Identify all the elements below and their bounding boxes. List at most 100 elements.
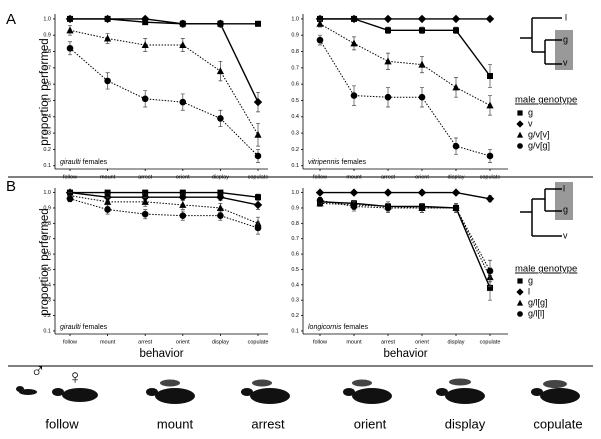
male-symbol: ♂ [31, 360, 46, 382]
tree-label: l [565, 12, 567, 22]
x-tick-label: mount [100, 174, 116, 180]
y-tick-label: 0.7 [43, 65, 51, 71]
marker [486, 101, 494, 109]
y-tick-label: 1.0 [291, 16, 299, 22]
tree-label: g [563, 204, 568, 214]
legend-marker [516, 299, 524, 306]
marker [384, 93, 392, 101]
marker [451, 188, 461, 197]
marker [103, 14, 112, 24]
marker [385, 27, 391, 34]
series-line [320, 191, 491, 200]
marker [316, 19, 324, 27]
chart-title: giraulti females [60, 324, 108, 331]
x-tick-label: display [447, 174, 464, 180]
y-tick-label: 0.8 [43, 49, 51, 55]
marker [349, 14, 359, 24]
x-axis-label: behavior [139, 348, 183, 360]
marker [217, 189, 224, 196]
y-tick-label: 0.8 [291, 49, 299, 55]
phylogeny [520, 182, 573, 237]
y-tick-label: 0.3 [291, 131, 299, 137]
x-tick-label: copulate [248, 174, 269, 180]
x-tick-label: display [212, 339, 229, 345]
legend-marker [516, 120, 524, 128]
series-line [70, 191, 259, 198]
legend-marker [516, 288, 524, 296]
series-line [319, 39, 491, 157]
marker [418, 60, 426, 68]
y-tick-label: 0.7 [291, 65, 299, 71]
tree-label: v [563, 57, 568, 67]
x-tick-label: follow [313, 174, 327, 180]
marker [418, 204, 426, 212]
marker [451, 14, 461, 24]
legend-label: g/v[v] [528, 129, 550, 139]
marker [350, 92, 358, 99]
marker [417, 14, 427, 24]
y-tick-label: 0.6 [291, 82, 299, 88]
y-tick-label: 0.9 [43, 33, 51, 39]
x-tick-label: orient [176, 339, 190, 345]
marker [179, 41, 187, 48]
marker [178, 193, 187, 202]
marker [217, 212, 224, 219]
legend-label: g/l[l] [528, 308, 545, 318]
marker [452, 83, 460, 91]
phylogeny [520, 17, 573, 70]
y-tick-label: 0.6 [43, 82, 51, 88]
species: vitripennis [308, 159, 340, 166]
marker [216, 193, 225, 202]
marker [316, 196, 324, 204]
marker [383, 14, 393, 24]
y-tick-label: 0.9 [291, 205, 299, 211]
x-tick-label: mount [346, 339, 362, 345]
marker [486, 152, 494, 160]
legend-marker [517, 278, 523, 284]
y-axis-label: proportion performed [39, 208, 51, 315]
y-tick-label: 0.5 [291, 98, 299, 104]
legend-label: v [528, 118, 533, 128]
marker [254, 224, 262, 232]
series-line [319, 199, 491, 272]
x-tick-label: mount [346, 174, 362, 180]
marker [141, 197, 149, 205]
marker [255, 20, 261, 27]
y-tick-label: 0.3 [291, 298, 299, 304]
marker [485, 194, 495, 203]
series-line [69, 198, 259, 229]
x-tick-label: copulate [248, 339, 269, 345]
species: giraulti [60, 159, 81, 166]
marker [350, 39, 358, 47]
series-line [70, 18, 259, 103]
marker [453, 27, 459, 34]
marker [254, 152, 262, 160]
series-line [69, 191, 259, 206]
marker [179, 98, 187, 106]
x-tick-label: orient [415, 174, 429, 180]
marker [104, 206, 111, 213]
marker [179, 212, 187, 219]
marker [350, 203, 358, 210]
marker [141, 14, 150, 24]
marker [216, 19, 225, 28]
marker [65, 14, 75, 24]
behavior-label: orient [354, 416, 387, 431]
marker [487, 73, 493, 79]
y-tick-label: 0.2 [43, 313, 51, 319]
y-tick-label: 0.7 [291, 236, 299, 242]
marker [179, 201, 187, 208]
y-tick-label: 0.1 [43, 163, 51, 169]
marker [141, 41, 149, 48]
x-tick-label: copulate [480, 174, 501, 180]
series-line [320, 18, 491, 77]
y-tick-label: 0.4 [291, 282, 299, 288]
marker [452, 204, 460, 212]
marker [316, 36, 324, 44]
marker [419, 27, 425, 34]
marker [349, 188, 359, 197]
series-line [69, 47, 259, 157]
x-tick-label: follow [63, 174, 77, 180]
marker [66, 44, 74, 52]
legend-label: l [528, 286, 530, 296]
